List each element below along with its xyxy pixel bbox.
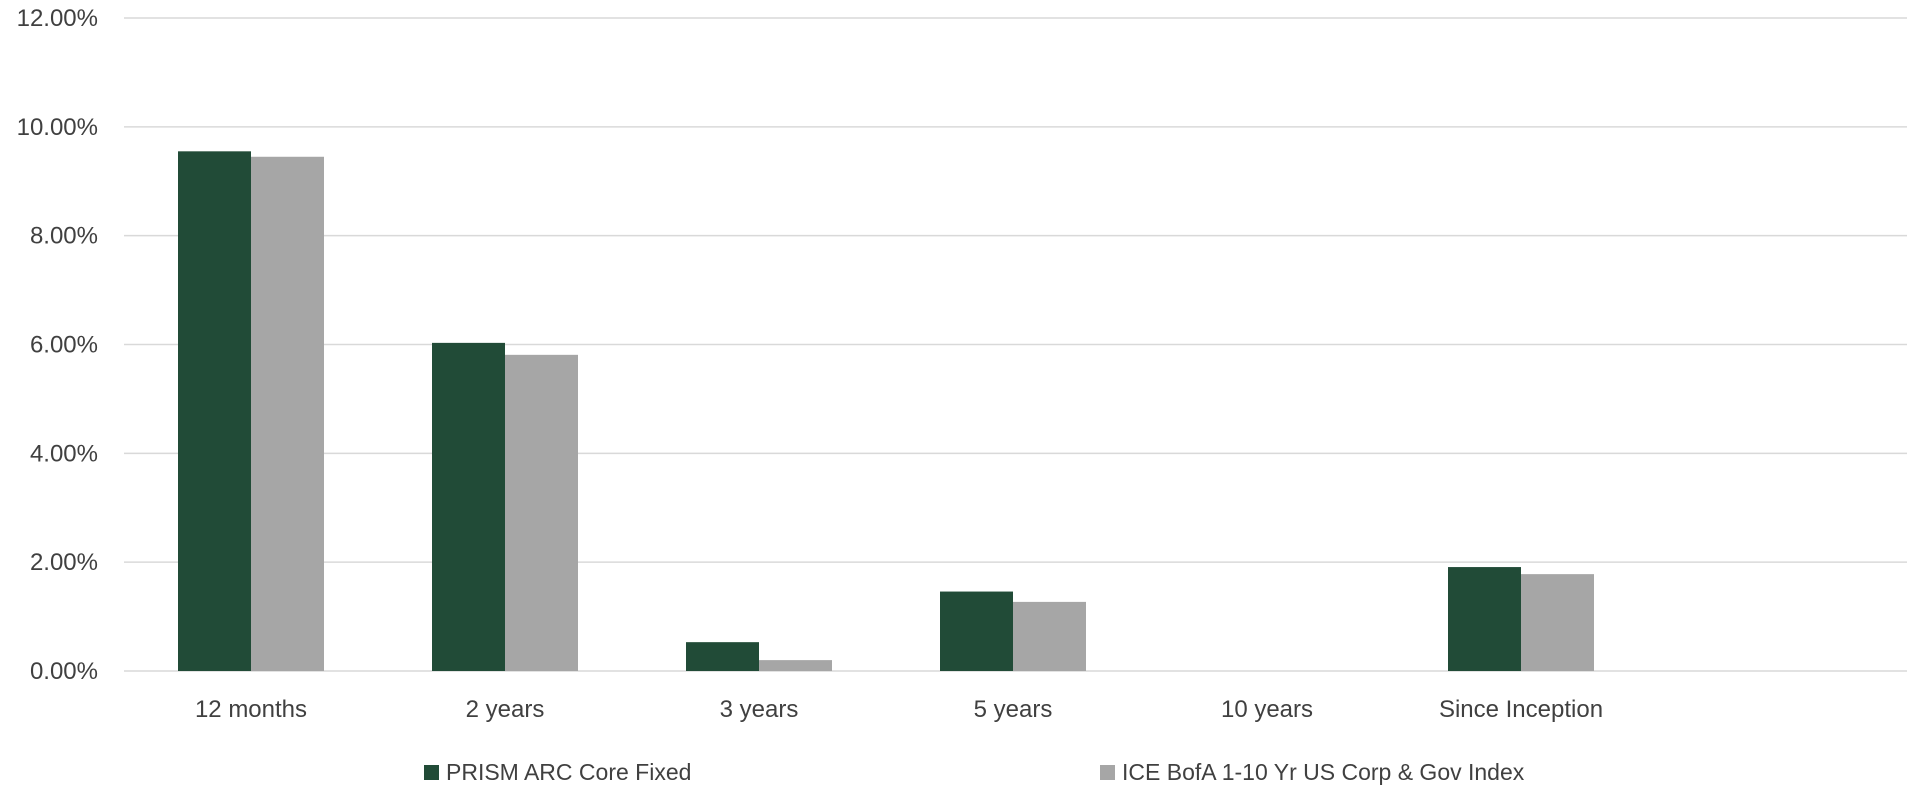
y-tick-label: 8.00% xyxy=(30,223,98,250)
y-tick-label: 10.00% xyxy=(17,114,98,141)
legend-swatch xyxy=(1100,765,1115,780)
x-tick-label: 2 years xyxy=(466,696,545,723)
bar-index xyxy=(251,156,324,671)
bar-fund xyxy=(940,591,1013,671)
y-tick-label: 6.00% xyxy=(30,332,98,359)
bar-fund xyxy=(686,642,759,671)
legend-label: PRISM ARC Core Fixed xyxy=(446,759,691,785)
y-tick-label: 0.00% xyxy=(30,658,98,685)
x-tick-label: 3 years xyxy=(720,696,799,723)
bar-fund xyxy=(1448,567,1521,671)
y-tick-label: 2.00% xyxy=(30,549,98,576)
legend-item: PRISM ARC Core Fixed xyxy=(424,759,691,785)
bar-fund xyxy=(432,342,505,671)
bar-index xyxy=(759,660,832,671)
y-tick-label: 4.00% xyxy=(30,440,98,467)
x-tick-label: Since Inception xyxy=(1439,696,1603,723)
x-tick-label: 10 years xyxy=(1221,696,1313,723)
x-tick-label: 5 years xyxy=(974,696,1053,723)
x-tick-label: 12 months xyxy=(195,696,307,723)
x-axis-ticks: 12 months 2 years 3 years 5 years 10 years Si… xyxy=(195,696,1603,723)
bars xyxy=(178,151,1594,672)
legend-label: ICE BofA 1-10 Yr US Corp & Gov Index xyxy=(1122,759,1525,785)
gridlines xyxy=(124,17,1907,672)
y-tick-label: 12.00% xyxy=(17,5,98,32)
legend-item: ICE BofA 1-10 Yr US Corp & Gov Index xyxy=(1100,759,1525,785)
bar-index xyxy=(505,354,578,671)
bar-fund xyxy=(178,151,251,672)
legend-swatch xyxy=(424,765,439,780)
y-axis-ticks: 0.00% 2.00% 4.00% 6.00% 8.00% 10.00% 12.00% xyxy=(17,5,98,685)
bar-index xyxy=(1013,601,1086,671)
legend: PRISM ARC Core Fixed ICE BofA 1-10 Yr US … xyxy=(424,759,1525,785)
bar-index xyxy=(1521,574,1594,671)
